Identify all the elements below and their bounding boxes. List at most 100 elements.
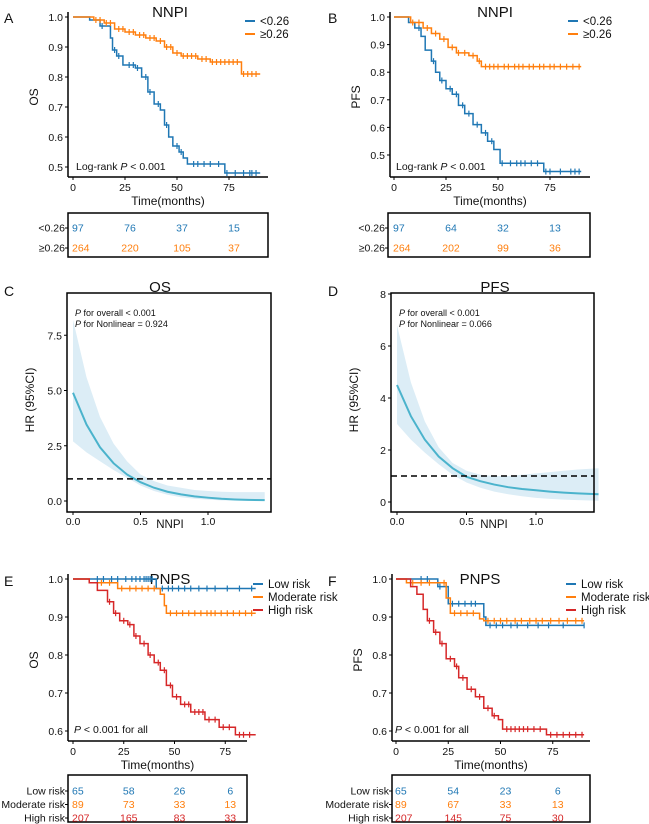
y-axis-label: PFS (349, 85, 363, 108)
risk-table-value: 65 (395, 786, 407, 798)
annotation-text: < 0.001 (447, 161, 485, 173)
risk-table-value: 165 (120, 813, 138, 824)
risk-table-box (67, 774, 248, 823)
annotation-text: < 0.001 (127, 161, 165, 173)
x-tick-label: 0 (393, 746, 399, 758)
panel-f: F PNPS 0.6 0.7 0.8 0.9 1.0 0 25 50 75 Time(months) P… (325, 571, 649, 824)
panel-letter: A (4, 10, 14, 26)
annotation-text: for Nonlinear = 0.924 (81, 319, 168, 329)
risk-table-box (391, 774, 591, 823)
x-tick-label: 0.5 (459, 516, 474, 528)
annotation-text: for overall < 0.001 (81, 308, 156, 318)
risk-table-value: 6 (227, 786, 233, 798)
y-tick-label: 0.6 (48, 132, 63, 144)
panel-letter: B (328, 10, 337, 26)
y-tick-label: 8 (380, 289, 386, 301)
legend-label: Low risk (268, 579, 310, 591)
panel-letter: D (328, 283, 338, 299)
y-axis-label: HR (95%CI) (347, 368, 361, 433)
plot-frame (390, 292, 595, 513)
y-tick-label: 0.0 (47, 496, 62, 508)
y-tick-label: 0.7 (372, 688, 387, 700)
risk-table-value: 30 (552, 813, 564, 824)
p-value-annotation: P < 0.001 for all (74, 724, 148, 736)
legend-label: Low risk (581, 579, 623, 591)
x-tick-label: 25 (119, 182, 131, 194)
panel-a: A NNPI 0.5 0.6 0.7 0.8 0.9 1.0 0 25 50 75 Time(month… (4, 4, 289, 258)
km-curve-series-0 (396, 578, 585, 627)
y-axis-label: OS (27, 651, 41, 668)
risk-table-value: 26 (174, 786, 186, 798)
x-tick-label: 50 (495, 746, 507, 758)
annotation-prefix: Log-rank (396, 161, 440, 173)
risk-table-row-label: Moderate risk (325, 799, 389, 811)
y-tick-label: 5.0 (47, 386, 62, 398)
x-tick-label: 0.0 (390, 516, 405, 528)
risk-table-value: 264 (72, 243, 90, 255)
risk-table-row-label: Moderate risk (1, 799, 65, 811)
km-curve-series-0 (73, 16, 261, 174)
risk-table-row-label: ≥0.26 (359, 243, 385, 255)
x-tick-label: 25 (440, 182, 452, 194)
annotation-text: < 0.001 for all (402, 724, 469, 736)
risk-table-value: 207 (72, 813, 90, 824)
y-tick-label: 2.5 (47, 441, 62, 453)
risk-table-value: 6 (555, 786, 561, 798)
p-value-annotation: P for Nonlinear = 0.066 (399, 319, 492, 329)
x-tick-label: 50 (171, 182, 183, 194)
annotation-p: P (399, 308, 405, 318)
risk-table-value: 54 (447, 786, 459, 798)
x-tick-label: 75 (544, 182, 556, 194)
y-tick-label: 6 (380, 341, 386, 353)
y-tick-label: 0.9 (370, 40, 385, 52)
risk-table-row-label: Low risk (26, 786, 65, 798)
y-tick-label: 0.8 (372, 650, 387, 662)
p-value-annotation: P for Nonlinear = 0.924 (75, 319, 168, 329)
risk-table-row-label: Low risk (350, 786, 389, 798)
panel-letter: F (328, 573, 337, 589)
y-tick-label: 0.8 (370, 67, 385, 79)
risk-table-row-label: <0.26 (38, 223, 65, 235)
y-tick-label: 2 (380, 445, 386, 457)
risk-table-value: 97 (393, 223, 405, 235)
x-tick-label: 75 (547, 746, 559, 758)
annotation-p: P (75, 319, 81, 329)
x-axis-label: Time(months) (121, 758, 195, 772)
confidence-band (73, 319, 265, 501)
annotation-p: P (74, 724, 81, 736)
chart-title: PNPS (460, 571, 501, 588)
p-value-annotation: Log-rank P < 0.001 (396, 161, 486, 173)
risk-table-value: 76 (124, 223, 136, 235)
y-axis-label: HR (95%CI) (23, 368, 37, 433)
x-tick-label: 50 (169, 746, 181, 758)
legend-label: High risk (268, 605, 313, 617)
legend-label: Moderate risk (268, 592, 338, 604)
risk-table-value: 37 (228, 243, 240, 255)
legend-label: ≥0.26 (583, 29, 612, 41)
risk-table-value: 13 (549, 223, 561, 235)
annotation-p: P (75, 308, 81, 318)
risk-table-box (67, 212, 269, 258)
risk-table-value: 65 (72, 786, 84, 798)
risk-table-value: 264 (393, 243, 411, 255)
x-tick-label: 1.0 (201, 516, 216, 528)
y-tick-label: 0.9 (48, 42, 63, 54)
risk-table-value: 105 (173, 243, 191, 255)
hr-curve (72, 392, 265, 502)
risk-table-value: 33 (500, 799, 512, 811)
x-tick-label: 0.5 (133, 516, 148, 528)
risk-table-value: 33 (174, 799, 186, 811)
x-axis-label: NNPI (156, 519, 183, 531)
risk-table-row-label: High risk (24, 813, 66, 824)
risk-table-value: 33 (224, 813, 236, 824)
legend-label: <0.26 (260, 16, 289, 28)
y-tick-label: 0.6 (370, 122, 385, 134)
legend-label: High risk (581, 605, 626, 617)
panel-e: E PNPS 0.6 0.7 0.8 0.9 1.0 0 25 50 75 Time(months) O… (1, 571, 338, 824)
panel-b: B NNPI 0.5 0.6 0.7 0.8 0.9 1.0 0 25 50 75 Time(month… (328, 4, 612, 258)
risk-table-value: 89 (72, 799, 84, 811)
y-tick-label: 0.6 (372, 726, 387, 738)
x-axis-label: NNPI (480, 519, 507, 531)
y-tick-label: 0.7 (48, 102, 63, 114)
